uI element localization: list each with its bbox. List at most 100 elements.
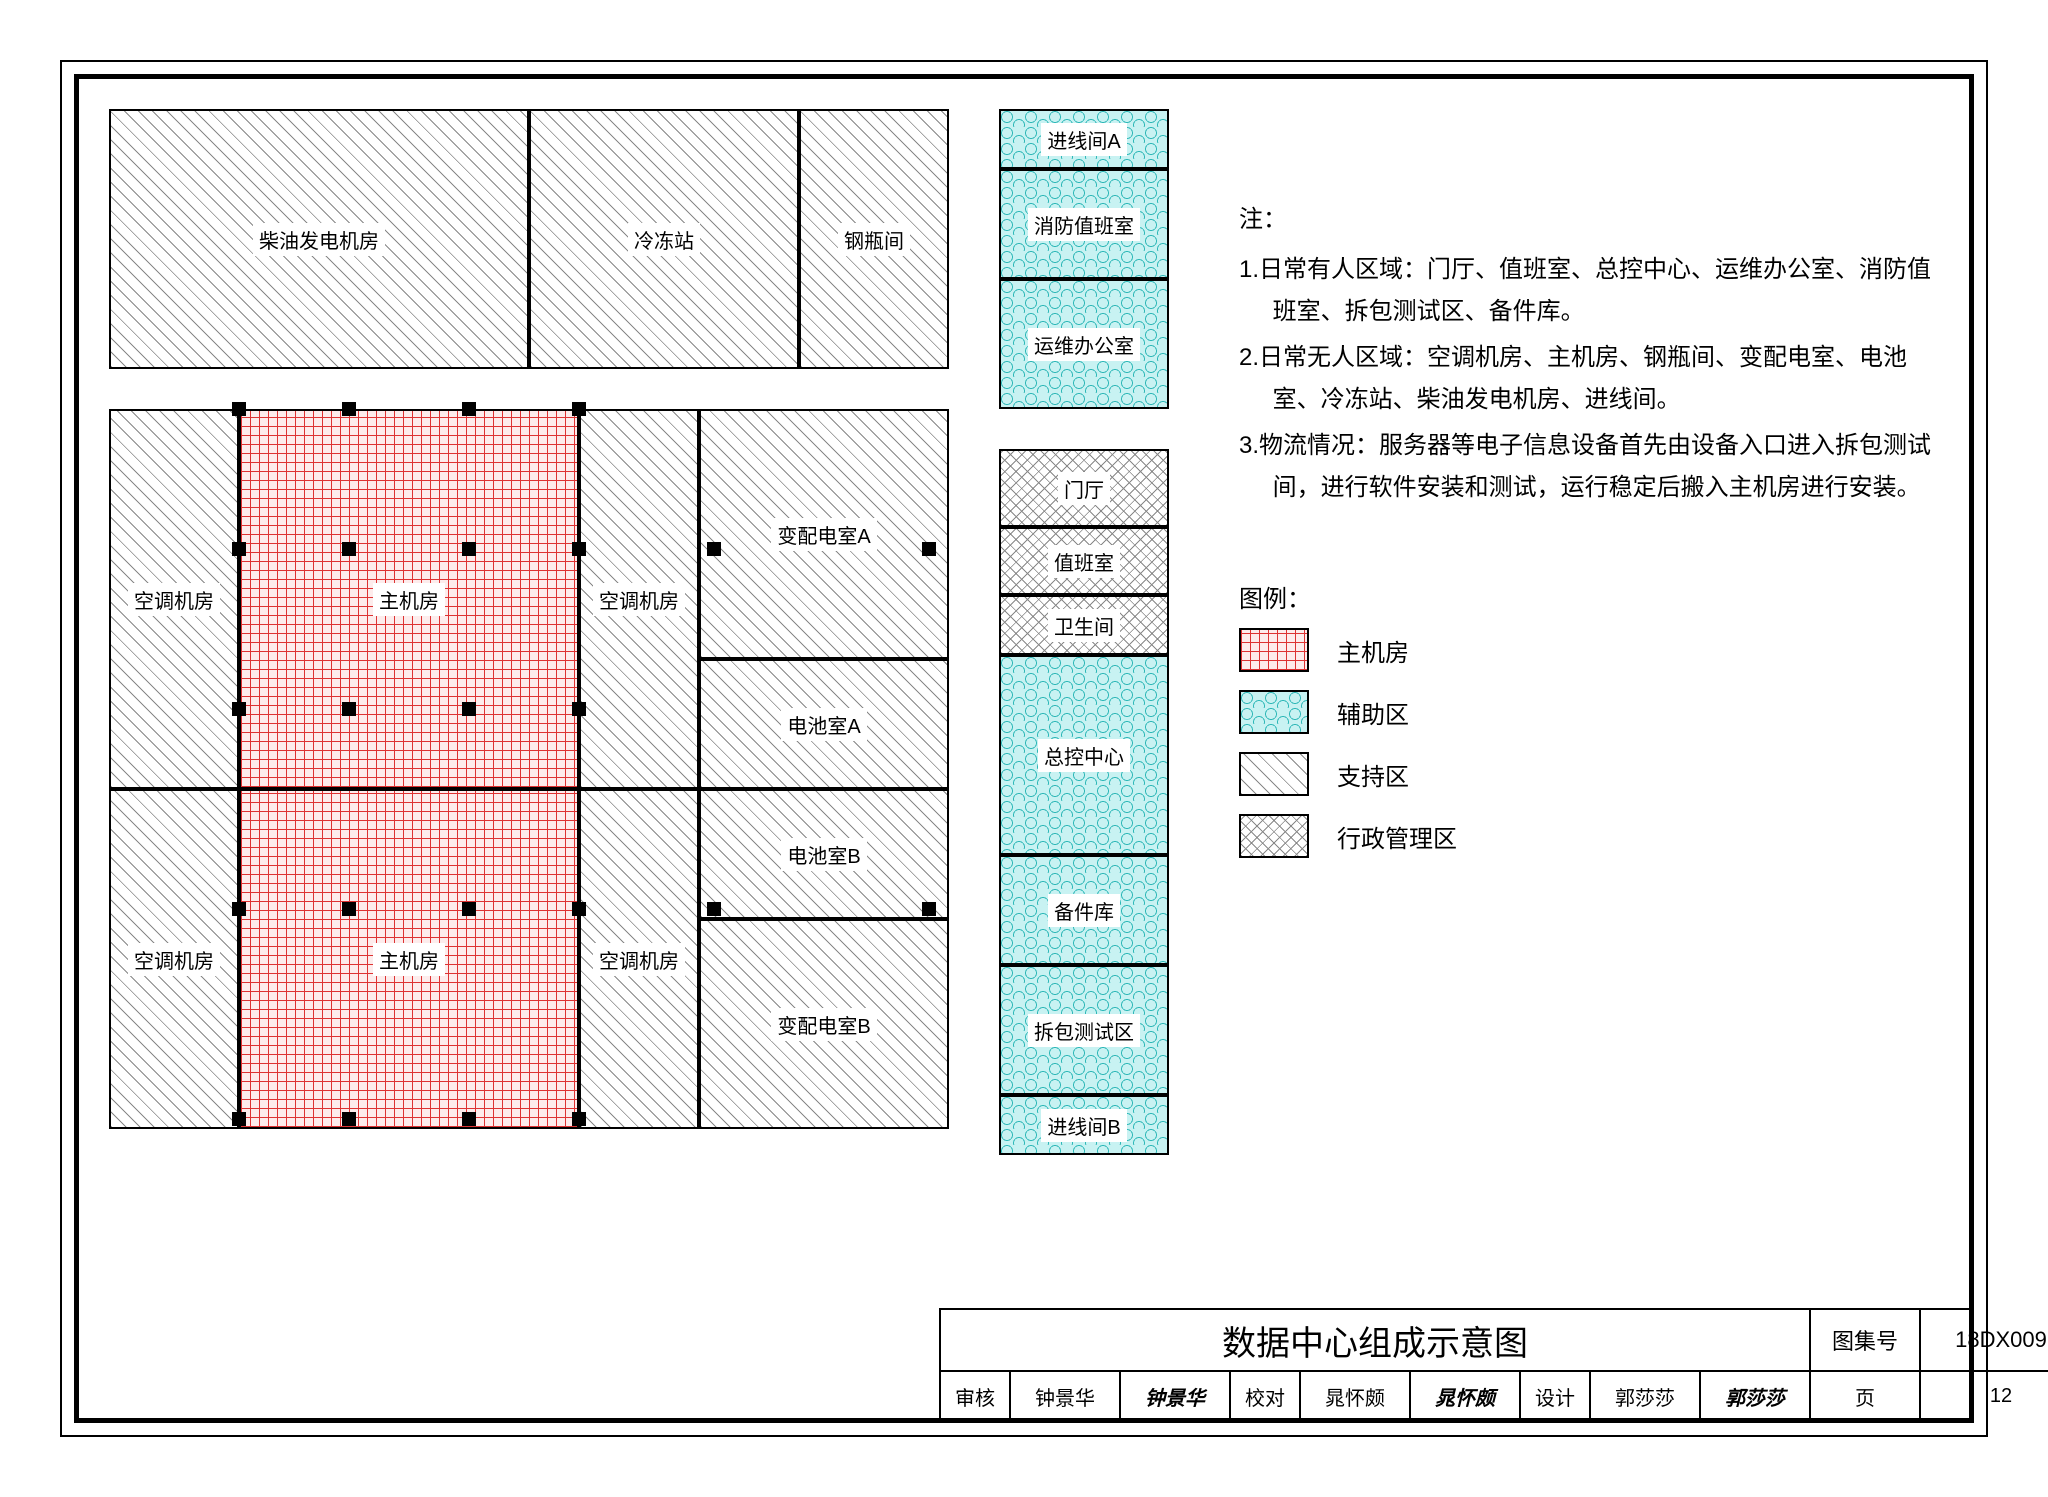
room-label-feedA: 进线间A [1041, 123, 1126, 156]
column-marker [572, 702, 586, 716]
column-marker [342, 1112, 356, 1126]
floorplan: 柴油发电机房冷冻站钢瓶间空调机房空调机房空调机房空调机房主机房主机房变配电室A电… [109, 109, 1169, 1219]
inner-frame: 柴油发电机房冷冻站钢瓶间空调机房空调机房空调机房空调机房主机房主机房变配电室A电… [74, 74, 1974, 1423]
column-marker [707, 542, 721, 556]
column-marker [922, 902, 936, 916]
room-label-hvac_tr: 空调机房 [593, 583, 685, 616]
check-label: 校对 [1231, 1372, 1301, 1420]
room-label-spare: 备件库 [1048, 894, 1120, 927]
note-1: 1.日常有人区域：门厅、值班室、总控中心、运维办公室、消防值班室、拆包测试区、备… [1239, 249, 1939, 333]
room-diesel: 柴油发电机房 [109, 109, 529, 369]
column-marker [462, 402, 476, 416]
room-label-battB: 电池室B [781, 838, 866, 871]
legend-row: 主机房 [1239, 628, 1739, 672]
room-feedA: 进线间A [999, 109, 1169, 169]
designer-sig: 郭莎莎 [1701, 1372, 1811, 1420]
checker-sig: 晁怀颇 [1411, 1372, 1521, 1420]
column-marker [707, 902, 721, 916]
legend-row: 行政管理区 [1239, 814, 1739, 858]
column-marker [462, 702, 476, 716]
legend-label: 辅助区 [1337, 695, 1409, 730]
room-label-lobby: 门厅 [1058, 472, 1110, 505]
room-label-switchB: 变配电室B [771, 1008, 876, 1041]
drawing-title: 数据中心组成示意图 [941, 1310, 1811, 1370]
reviewer: 钟景华 [1011, 1372, 1121, 1420]
column-marker [232, 902, 246, 916]
room-fireduty: 消防值班室 [999, 169, 1169, 279]
column-marker [922, 542, 936, 556]
room-label-diesel: 柴油发电机房 [253, 223, 385, 256]
legend-label: 行政管理区 [1337, 819, 1457, 854]
page-no: 12 [1921, 1372, 2048, 1420]
room-label-hvac_tl: 空调机房 [128, 583, 220, 616]
room-server2: 主机房 [239, 789, 579, 1129]
legend-row: 辅助区 [1239, 690, 1739, 734]
room-hvac_bl: 空调机房 [109, 789, 239, 1129]
legend-swatch [1239, 628, 1309, 672]
room-hvac_tl: 空调机房 [109, 409, 239, 789]
room-label-cylinder: 钢瓶间 [838, 223, 910, 256]
room-server1: 主机房 [239, 409, 579, 789]
room-label-unpack: 拆包测试区 [1028, 1014, 1140, 1047]
room-label-omoffice: 运维办公室 [1028, 328, 1140, 361]
room-noc: 总控中心 [999, 655, 1169, 855]
column-marker [572, 402, 586, 416]
legend-swatch [1239, 752, 1309, 796]
room-unpack: 拆包测试区 [999, 965, 1169, 1095]
checker: 晁怀颇 [1301, 1372, 1411, 1420]
column-marker [572, 542, 586, 556]
room-toilet: 卫生间 [999, 595, 1169, 655]
column-marker [462, 1112, 476, 1126]
title-block: 数据中心组成示意图 图集号 18DX009 审核 钟景华 钟景华 校对 晁怀颇 … [939, 1308, 1969, 1418]
notes-panel: 注： 1.日常有人区域：门厅、值班室、总控中心、运维办公室、消防值班室、拆包测试… [1239, 199, 1939, 513]
room-battB: 电池室B [699, 789, 949, 919]
legend-label: 主机房 [1337, 633, 1409, 668]
room-lobby: 门厅 [999, 449, 1169, 527]
column-marker [342, 542, 356, 556]
note-2: 2.日常无人区域：空调机房、主机房、钢瓶间、变配电室、电池室、冷冻站、柴油发电机… [1239, 337, 1939, 421]
room-label-server2: 主机房 [373, 943, 445, 976]
set-no: 18DX009 [1921, 1310, 2048, 1370]
column-marker [342, 402, 356, 416]
room-label-fireduty: 消防值班室 [1028, 208, 1140, 241]
review-label: 审核 [941, 1372, 1011, 1420]
column-marker [572, 1112, 586, 1126]
column-marker [462, 902, 476, 916]
room-duty: 值班室 [999, 527, 1169, 595]
legend-swatch [1239, 814, 1309, 858]
set-no-label: 图集号 [1811, 1310, 1921, 1370]
room-chiller: 冷冻站 [529, 109, 799, 369]
column-marker [232, 402, 246, 416]
column-marker [232, 702, 246, 716]
column-marker [342, 702, 356, 716]
room-label-server1: 主机房 [373, 583, 445, 616]
corridor-divider [979, 109, 999, 1219]
column-marker [462, 542, 476, 556]
note-3: 3.物流情况：服务器等电子信息设备首先由设备入口进入拆包测试间，进行软件安装和测… [1239, 425, 1939, 509]
room-label-noc: 总控中心 [1038, 739, 1130, 772]
designer: 郭莎莎 [1591, 1372, 1701, 1420]
legend-label: 支持区 [1337, 757, 1409, 792]
room-label-feedB: 进线间B [1041, 1109, 1126, 1142]
room-omoffice: 运维办公室 [999, 279, 1169, 409]
notes-heading: 注： [1239, 199, 1939, 241]
room-cylinder: 钢瓶间 [799, 109, 949, 369]
column-marker [572, 902, 586, 916]
room-label-duty: 值班室 [1048, 545, 1120, 578]
column-marker [342, 902, 356, 916]
legend-row: 支持区 [1239, 752, 1739, 796]
column-marker [232, 1112, 246, 1126]
reviewer-sig: 钟景华 [1121, 1372, 1231, 1420]
room-label-hvac_br: 空调机房 [593, 943, 685, 976]
room-hvac_tr: 空调机房 [579, 409, 699, 789]
room-hvac_br: 空调机房 [579, 789, 699, 1129]
legend-heading: 图例： [1239, 579, 1739, 614]
room-spare: 备件库 [999, 855, 1169, 965]
legend-swatch [1239, 690, 1309, 734]
design-label: 设计 [1521, 1372, 1591, 1420]
outer-frame: 柴油发电机房冷冻站钢瓶间空调机房空调机房空调机房空调机房主机房主机房变配电室A电… [60, 60, 1988, 1437]
room-feedB: 进线间B [999, 1095, 1169, 1155]
room-label-hvac_bl: 空调机房 [128, 943, 220, 976]
page-label: 页 [1811, 1372, 1921, 1420]
room-label-switchA: 变配电室A [771, 518, 876, 551]
